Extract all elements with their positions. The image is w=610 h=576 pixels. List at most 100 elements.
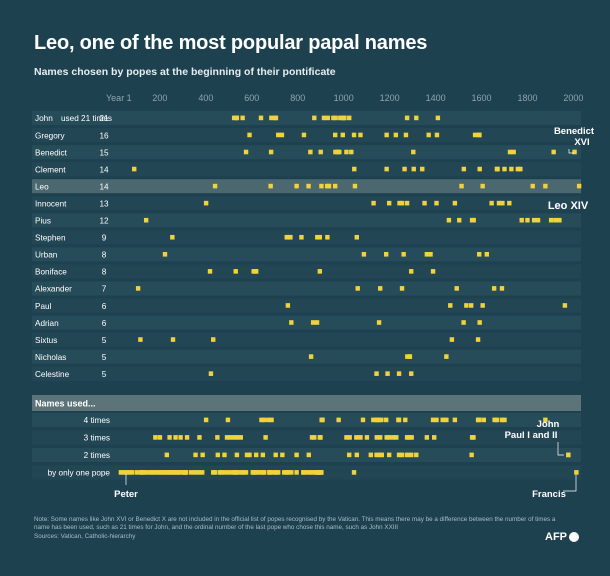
pope-marker [349, 149, 354, 155]
pope-marker [228, 435, 233, 440]
pope-marker [411, 166, 416, 172]
pope-marker [444, 417, 449, 423]
pope-marker [333, 115, 338, 121]
row-name-label: Pius [35, 217, 51, 226]
pope-marker [325, 115, 331, 121]
pope-marker [420, 166, 425, 172]
pope-marker [147, 470, 152, 475]
pope-marker [135, 286, 141, 291]
pope-marker [238, 435, 243, 440]
pope-marker [386, 452, 392, 458]
pope-marker [294, 183, 299, 189]
pope-marker [551, 149, 556, 155]
row-count-label: 12 [99, 217, 109, 226]
pope-marker [140, 470, 146, 475]
pope-marker [259, 417, 264, 423]
pope-marker [409, 269, 414, 274]
pope-marker [301, 132, 307, 138]
pope-marker [351, 470, 357, 475]
pope-marker [383, 417, 389, 423]
leader-francis [563, 475, 577, 492]
footnote-line-2: name has been used, such as 21 times for… [34, 524, 399, 532]
pope-marker [399, 200, 405, 206]
pope-marker [268, 183, 273, 189]
pope-marker [306, 183, 311, 189]
section-label: Names used... [35, 399, 96, 409]
pope-marker [386, 435, 392, 440]
pope-marker [153, 435, 158, 440]
pope-marker [294, 470, 299, 475]
pope-marker [477, 320, 482, 325]
footnote: Note: Some names like John XVI or Benedi… [34, 516, 582, 541]
row-name-label: Innocent [35, 199, 67, 208]
pope-marker [132, 166, 137, 172]
pope-marker [562, 303, 568, 308]
pope-marker [289, 320, 294, 325]
group-band [32, 413, 581, 427]
pope-marker [212, 183, 218, 189]
annotation-benedict: Benedict [554, 126, 595, 137]
pope-marker [480, 303, 485, 308]
pope-marker [464, 303, 469, 308]
pope-marker [336, 417, 341, 423]
pope-marker [347, 435, 352, 440]
pope-marker [406, 435, 412, 440]
row-band [32, 332, 581, 347]
row-count-label: 14 [99, 165, 109, 174]
pope-marker [379, 452, 385, 458]
pope-marker [471, 217, 476, 223]
pope-marker [371, 417, 376, 423]
pope-marker [477, 417, 482, 423]
pope-marker [426, 132, 431, 138]
row-count-label: 5 [102, 336, 107, 345]
pope-marker [234, 115, 240, 121]
row-band [32, 315, 581, 330]
row-name-label: Celestine [35, 370, 70, 379]
pope-marker [167, 435, 172, 440]
chart-title: Leo, one of the most popular papal names [34, 32, 428, 54]
pope-marker [352, 183, 358, 189]
pope-marker [531, 217, 537, 223]
leader-jpii [557, 442, 564, 456]
pope-marker [301, 470, 307, 475]
pope-marker [305, 470, 311, 475]
pope-marker [471, 435, 476, 440]
pope-marker [208, 371, 214, 376]
pope-marker [118, 470, 124, 475]
pope-marker [269, 417, 274, 423]
pope-marker [543, 417, 548, 423]
pope-marker [446, 217, 452, 223]
pope-marker [376, 320, 382, 325]
pope-marker [308, 149, 313, 155]
pope-marker [276, 470, 281, 475]
pope-marker [340, 132, 345, 138]
x-tick-label: 2000 [563, 93, 583, 103]
pope-marker [333, 183, 338, 189]
pope-marker [240, 115, 245, 121]
pope-marker [224, 435, 230, 440]
pope-marker [480, 183, 485, 189]
pope-marker [535, 217, 541, 223]
row-count-label: 13 [99, 199, 109, 208]
row-count-label: 5 [102, 370, 107, 379]
row-count-label: 8 [102, 268, 107, 277]
x-tick-label: 1800 [517, 93, 537, 103]
row-count-label: 8 [102, 251, 107, 260]
pope-marker [548, 217, 554, 223]
pope-marker [124, 470, 129, 475]
group-label: 3 times [84, 434, 110, 443]
pope-marker [432, 435, 437, 440]
pope-marker [403, 132, 409, 138]
row-band [32, 366, 581, 381]
pope-marker [507, 149, 513, 155]
pope-marker [294, 452, 299, 458]
row-name-label: Stephen [35, 234, 66, 243]
pope-marker [374, 452, 379, 458]
pope-marker [231, 115, 237, 121]
footnote-line-1: Note: Some names like John XVI or Benedi… [34, 516, 556, 523]
pope-marker [347, 115, 352, 121]
pope-marker [326, 183, 332, 189]
row-band [32, 145, 581, 160]
pope-marker [402, 166, 407, 172]
x-tick-label: 400 [198, 93, 213, 103]
